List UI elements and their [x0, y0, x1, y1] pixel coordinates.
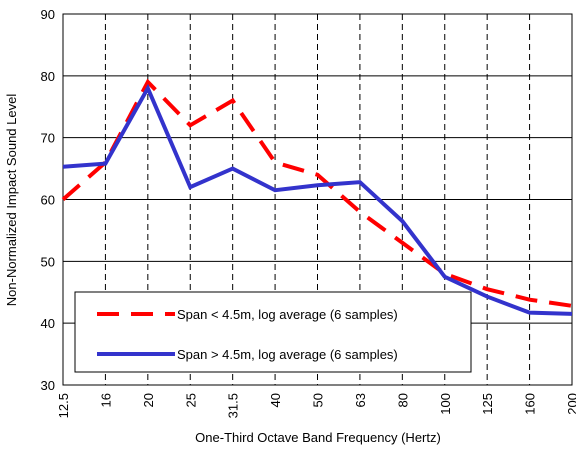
x-tick-label: 80: [395, 393, 410, 407]
x-tick-label: 40: [268, 393, 283, 407]
y-tick-label: 60: [41, 193, 55, 208]
legend-box: [74, 291, 472, 373]
legend-label: Span < 4.5m, log average (6 samples): [177, 307, 398, 322]
x-tick-label: 63: [353, 393, 368, 407]
y-tick-label: 80: [41, 69, 55, 84]
y-tick-label: 70: [41, 131, 55, 146]
y-tick-label: 50: [41, 254, 55, 269]
x-tick-label: 125: [480, 393, 495, 415]
series-line: [61, 78, 573, 308]
x-tick-label: 50: [311, 393, 326, 407]
x-axis-label: One-Third Octave Band Frequency (Hertz): [195, 430, 441, 445]
x-tick-label: 12.5: [56, 393, 71, 418]
x-tick-label: 100: [438, 393, 453, 415]
plot-frame: [62, 13, 573, 386]
y-tick-label: 90: [41, 7, 55, 22]
x-tick-label: 200: [565, 393, 576, 415]
legend-label: Span > 4.5m, log average (6 samples): [177, 347, 398, 362]
series-line: [62, 83, 573, 316]
x-tick-label: 160: [523, 393, 538, 415]
x-tick-label: 20: [141, 393, 156, 407]
x-tick-label: 25: [183, 393, 198, 407]
x-tick-label: 16: [98, 393, 113, 407]
x-tick-label: 31.5: [226, 393, 241, 418]
y-tick-label: 30: [41, 378, 55, 393]
y-tick-label: 40: [41, 316, 55, 331]
y-axis-label: Non-Normalized Impact Sound Level: [4, 94, 19, 307]
